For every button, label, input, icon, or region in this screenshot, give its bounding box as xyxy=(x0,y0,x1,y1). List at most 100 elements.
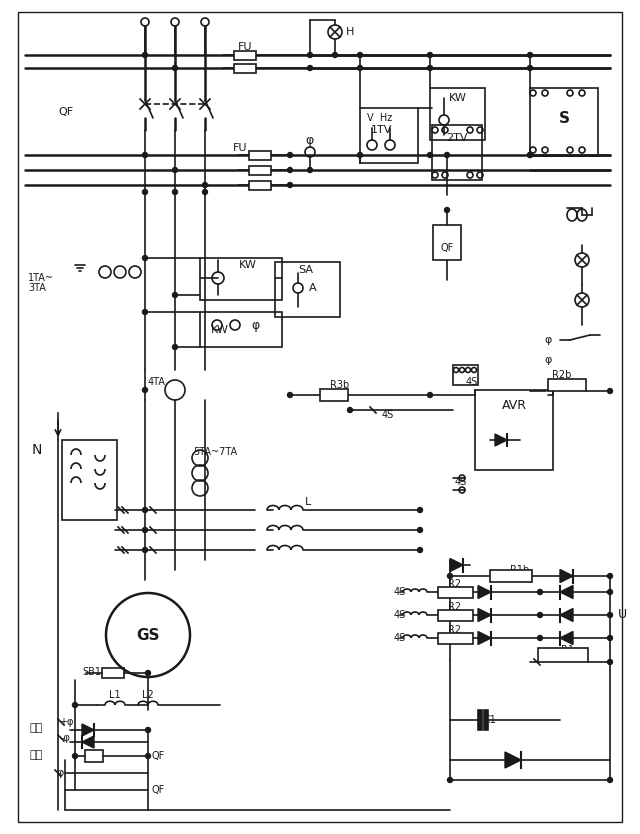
Bar xyxy=(475,390,553,470)
Text: φ: φ xyxy=(252,319,260,331)
Circle shape xyxy=(428,153,433,158)
Text: +φ: +φ xyxy=(59,717,73,727)
Circle shape xyxy=(287,393,292,398)
Text: 3TA: 3TA xyxy=(28,283,46,293)
Circle shape xyxy=(527,153,532,158)
Polygon shape xyxy=(478,631,491,645)
Text: 1TA~: 1TA~ xyxy=(28,273,54,283)
Circle shape xyxy=(417,547,422,552)
Bar xyxy=(360,108,418,163)
Text: 4S: 4S xyxy=(466,377,478,387)
Bar xyxy=(430,88,485,140)
Circle shape xyxy=(287,153,292,158)
Text: φ: φ xyxy=(56,768,64,778)
Bar xyxy=(453,365,478,385)
Circle shape xyxy=(607,636,612,641)
Polygon shape xyxy=(478,609,491,621)
Text: 1TV: 1TV xyxy=(371,125,393,135)
Text: L1: L1 xyxy=(109,690,121,700)
Circle shape xyxy=(143,547,147,552)
Circle shape xyxy=(445,153,449,158)
Text: KW: KW xyxy=(449,93,467,103)
Text: H: H xyxy=(346,27,354,37)
Text: 启动: 启动 xyxy=(30,723,44,733)
Circle shape xyxy=(173,344,177,349)
Text: R3b: R3b xyxy=(330,380,349,390)
Polygon shape xyxy=(560,631,573,645)
Text: 4S: 4S xyxy=(394,587,406,597)
Circle shape xyxy=(287,183,292,188)
Circle shape xyxy=(72,753,77,758)
Circle shape xyxy=(538,612,543,617)
Text: 均压: 均压 xyxy=(30,750,44,760)
Text: QF: QF xyxy=(440,243,454,253)
Circle shape xyxy=(538,636,543,641)
Circle shape xyxy=(143,309,147,314)
Bar xyxy=(102,668,124,678)
Text: S: S xyxy=(559,110,570,125)
Circle shape xyxy=(447,777,452,782)
Circle shape xyxy=(358,53,362,58)
Circle shape xyxy=(527,66,532,71)
Text: R2: R2 xyxy=(449,602,461,612)
Bar xyxy=(62,440,117,520)
Bar xyxy=(85,750,103,762)
Text: φ: φ xyxy=(544,335,552,345)
Text: SA: SA xyxy=(298,265,314,275)
Text: A: A xyxy=(309,283,317,293)
Circle shape xyxy=(447,574,452,579)
Text: QF: QF xyxy=(58,107,73,117)
Circle shape xyxy=(143,255,147,260)
Bar xyxy=(200,258,282,300)
Polygon shape xyxy=(495,434,507,446)
Circle shape xyxy=(307,66,312,71)
Polygon shape xyxy=(560,609,573,621)
Text: V  Hz: V Hz xyxy=(367,113,392,123)
Circle shape xyxy=(202,189,207,194)
Polygon shape xyxy=(478,585,491,599)
Circle shape xyxy=(145,671,150,676)
Circle shape xyxy=(428,53,433,58)
Polygon shape xyxy=(82,724,94,736)
Circle shape xyxy=(143,153,147,158)
Text: 4S: 4S xyxy=(394,633,406,643)
Bar xyxy=(234,51,256,59)
Bar xyxy=(438,610,473,620)
Circle shape xyxy=(607,389,612,394)
Bar xyxy=(478,710,482,730)
Circle shape xyxy=(143,508,147,513)
Text: L2: L2 xyxy=(142,690,154,700)
Text: U: U xyxy=(618,609,627,621)
Bar xyxy=(249,165,271,174)
Text: FU: FU xyxy=(237,42,252,52)
Text: φ: φ xyxy=(544,355,552,365)
Circle shape xyxy=(358,153,362,158)
Bar xyxy=(432,125,482,180)
Circle shape xyxy=(72,702,77,707)
Text: 4S: 4S xyxy=(455,477,467,487)
Polygon shape xyxy=(82,736,94,748)
Text: -φ: -φ xyxy=(61,733,71,743)
Circle shape xyxy=(607,590,612,595)
Text: GS: GS xyxy=(136,627,160,642)
Text: R2: R2 xyxy=(449,579,461,589)
Circle shape xyxy=(607,777,612,782)
Circle shape xyxy=(417,508,422,513)
Text: KW: KW xyxy=(239,260,257,270)
Circle shape xyxy=(428,393,433,398)
Text: φ: φ xyxy=(306,133,314,147)
Text: 2TV: 2TV xyxy=(446,133,468,143)
Polygon shape xyxy=(560,585,573,599)
Bar xyxy=(538,648,588,662)
Polygon shape xyxy=(450,559,463,571)
Text: KW: KW xyxy=(211,325,229,335)
Text: SB1: SB1 xyxy=(83,667,102,677)
Circle shape xyxy=(145,727,150,732)
Bar xyxy=(484,710,488,730)
Circle shape xyxy=(287,168,292,173)
Circle shape xyxy=(143,527,147,532)
Bar xyxy=(320,389,348,401)
Circle shape xyxy=(307,168,312,173)
Text: R1: R1 xyxy=(561,645,573,655)
Text: 4S: 4S xyxy=(382,410,394,420)
